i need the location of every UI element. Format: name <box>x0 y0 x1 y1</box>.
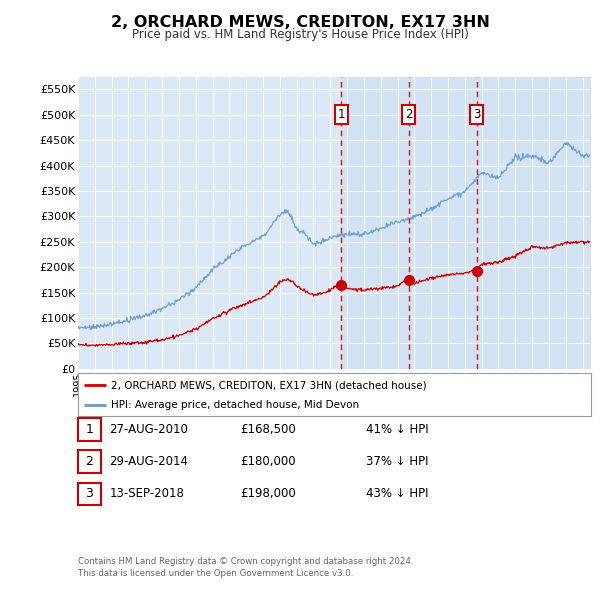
Text: 27-AUG-2010: 27-AUG-2010 <box>109 423 188 436</box>
Text: £168,500: £168,500 <box>240 423 296 436</box>
Bar <box>341 77 591 369</box>
Text: 2, ORCHARD MEWS, CREDITON, EX17 3HN: 2, ORCHARD MEWS, CREDITON, EX17 3HN <box>110 15 490 30</box>
Text: 37% ↓ HPI: 37% ↓ HPI <box>366 455 428 468</box>
Text: HPI: Average price, detached house, Mid Devon: HPI: Average price, detached house, Mid … <box>112 401 359 410</box>
Text: 2, ORCHARD MEWS, CREDITON, EX17 3HN (detached house): 2, ORCHARD MEWS, CREDITON, EX17 3HN (det… <box>112 381 427 391</box>
Text: This data is licensed under the Open Government Licence v3.0.: This data is licensed under the Open Gov… <box>78 569 353 578</box>
Text: Contains HM Land Registry data © Crown copyright and database right 2024.: Contains HM Land Registry data © Crown c… <box>78 558 413 566</box>
Text: 2: 2 <box>85 455 94 468</box>
Text: £180,000: £180,000 <box>240 455 296 468</box>
Text: 2: 2 <box>405 109 412 122</box>
Text: 1: 1 <box>85 423 94 436</box>
Text: 3: 3 <box>473 109 481 122</box>
Text: 29-AUG-2014: 29-AUG-2014 <box>109 455 188 468</box>
Text: Price paid vs. HM Land Registry's House Price Index (HPI): Price paid vs. HM Land Registry's House … <box>131 28 469 41</box>
Text: 3: 3 <box>85 487 94 500</box>
Text: £198,000: £198,000 <box>240 487 296 500</box>
Text: 1: 1 <box>337 109 345 122</box>
Text: 41% ↓ HPI: 41% ↓ HPI <box>366 423 428 436</box>
Text: 43% ↓ HPI: 43% ↓ HPI <box>366 487 428 500</box>
Text: 13-SEP-2018: 13-SEP-2018 <box>109 487 184 500</box>
